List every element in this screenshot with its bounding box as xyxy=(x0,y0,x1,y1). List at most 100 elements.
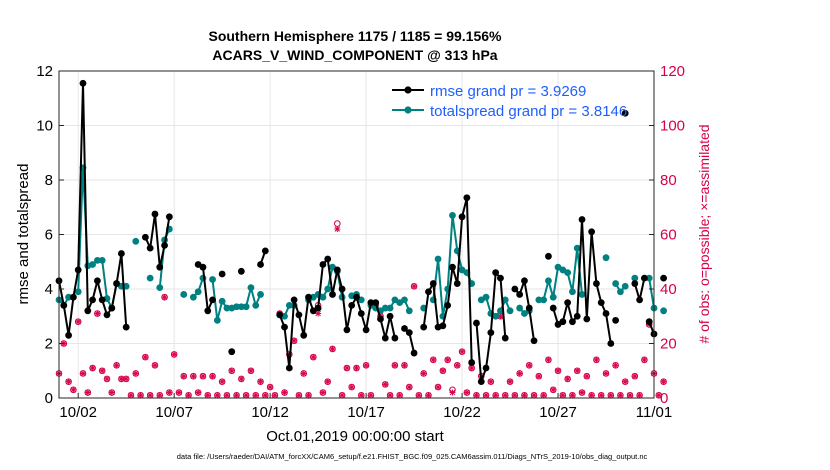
x-tick-label: 10/17 xyxy=(347,404,385,421)
obs-assimilated-marker xyxy=(655,392,662,399)
obs-assimilated-marker xyxy=(132,370,139,377)
spread-point xyxy=(233,303,240,311)
rmse-point xyxy=(69,293,77,301)
obs-assimilated-marker xyxy=(473,392,480,399)
spread-point xyxy=(621,282,629,290)
rmse-point xyxy=(391,334,399,342)
obs-assimilated-marker xyxy=(531,392,538,399)
right-tick-label: 60 xyxy=(660,227,677,244)
spread-point xyxy=(549,293,557,301)
spread-point xyxy=(132,237,140,245)
obs-assimilated-marker xyxy=(526,362,533,369)
obs-assimilated-marker xyxy=(161,294,168,301)
rmse-point xyxy=(290,296,298,304)
rmse-point xyxy=(621,109,629,117)
obs-assimilated-marker xyxy=(171,351,178,358)
spread-point xyxy=(65,293,72,301)
obs-assimilated-marker xyxy=(324,378,331,385)
rmse-point xyxy=(204,307,212,315)
left-tick-label: 8 xyxy=(45,172,53,189)
legend-spread-marker xyxy=(404,106,412,114)
rmse-point xyxy=(93,277,101,285)
left-axis-label: rmse and totalspread xyxy=(15,164,32,305)
rmse-point xyxy=(645,318,653,326)
rmse-point xyxy=(261,247,269,255)
spread-point xyxy=(213,316,221,324)
rmse-point xyxy=(329,291,336,298)
rmse-point xyxy=(218,270,226,278)
obs-assimilated-marker xyxy=(545,356,552,363)
spread-point xyxy=(319,293,327,301)
rmse-point xyxy=(79,79,87,87)
spread-point xyxy=(482,293,490,301)
spread-point xyxy=(516,304,524,312)
obs-assimilated-marker xyxy=(319,389,326,396)
obs-assimilated-marker xyxy=(555,367,562,374)
obs-assimilated-marker xyxy=(430,356,437,363)
rmse-point xyxy=(367,299,375,307)
right-tick-label: 100 xyxy=(660,118,685,135)
spread-point xyxy=(247,284,255,292)
rmse-point xyxy=(117,250,125,257)
rmse-point xyxy=(98,296,106,304)
rmse-point xyxy=(569,318,576,326)
x-tick-label: 10/27 xyxy=(539,404,577,421)
obs-assimilated-marker xyxy=(295,392,302,399)
legend: rmse grand pr = 3.9269 totalspread grand… xyxy=(392,83,627,120)
left-tick-label: 4 xyxy=(45,281,53,298)
obs-assimilated-marker xyxy=(199,373,206,380)
rmse-point xyxy=(530,337,538,345)
left-axis-ticks: 0 2 4 6 8 10 12 xyxy=(36,63,64,407)
obs-assimilated-marker xyxy=(343,365,350,372)
rmse-point xyxy=(65,331,72,339)
rmse-point xyxy=(583,315,591,323)
left-tick-label: 10 xyxy=(36,118,53,135)
rmse-point xyxy=(525,304,533,312)
left-tick-label: 2 xyxy=(45,336,53,353)
obs-assimilated-marker xyxy=(535,373,542,380)
rmse-point xyxy=(410,349,418,357)
legend-spread-label: totalspread grand pr = 3.8146 xyxy=(430,103,627,120)
spread-line-segment xyxy=(648,277,655,309)
spread-point xyxy=(573,244,581,252)
x-tick-label: 10/07 xyxy=(155,404,193,421)
spread-point xyxy=(492,312,500,320)
rmse-point xyxy=(343,326,351,334)
rmse-point xyxy=(429,280,437,287)
rmse-point xyxy=(103,311,111,319)
obs-assimilated-marker xyxy=(305,392,312,399)
obs-assimilated-marker xyxy=(233,392,240,399)
obs-assimilated-marker xyxy=(540,392,547,399)
rmse-point xyxy=(473,319,480,327)
obs-assimilated-marker xyxy=(75,318,82,325)
rmse-point xyxy=(487,329,495,336)
obs-assimilated-marker xyxy=(238,375,245,382)
obs-assimilated-marker xyxy=(468,365,475,372)
rmse-point xyxy=(84,307,92,315)
spread-point xyxy=(146,274,154,282)
spread-point xyxy=(223,304,231,312)
x-axis-label: Oct.01,2019 00:00:00 start xyxy=(266,428,444,445)
rmse-point xyxy=(386,312,394,320)
rmse-point xyxy=(314,304,322,312)
spread-point xyxy=(645,274,653,282)
obs-assimilated-marker xyxy=(454,362,461,369)
spread-point xyxy=(237,303,245,311)
obs-assimilated-marker xyxy=(271,392,278,399)
spread-point xyxy=(564,269,572,277)
legend-rmse-label: rmse grand pr = 3.9269 xyxy=(430,83,586,100)
obs-assimilated-marker xyxy=(550,386,557,393)
obs-assimilated-marker xyxy=(219,378,226,385)
obs-assimilated-marker xyxy=(387,392,394,399)
obs-assimilated-marker xyxy=(348,384,355,391)
rmse-point xyxy=(381,334,389,342)
rmse-point xyxy=(453,280,461,287)
rmse-point xyxy=(362,326,370,334)
rmse-point xyxy=(156,263,164,271)
obs-assimilated-marker xyxy=(204,392,211,399)
rmse-point xyxy=(593,280,600,287)
obs-assimilated-marker xyxy=(151,362,158,369)
obs-assimilated-marker xyxy=(449,389,456,396)
rmse-point xyxy=(199,263,207,271)
left-tick-label: 6 xyxy=(45,227,53,244)
